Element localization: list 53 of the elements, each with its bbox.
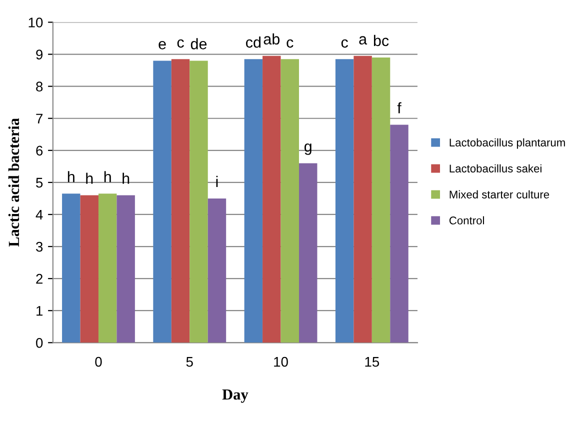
y-tick-label: 5 (36, 178, 43, 188)
bar (98, 194, 117, 343)
y-tick-label: 6 (36, 146, 43, 156)
bar (190, 60, 208, 343)
x-tick-label: 0 (95, 356, 102, 367)
bar (116, 195, 135, 343)
y-axis-title: Lactic acid bacteria (8, 118, 20, 247)
annotation: e (158, 40, 166, 50)
bar (372, 57, 390, 343)
bar (280, 59, 299, 343)
annotation: g (304, 144, 312, 155)
legend-label: Lactobacillus sakei (450, 164, 542, 172)
legend-label: Lactobacillus plantarum (450, 138, 565, 149)
annotation: f (397, 102, 402, 114)
y-tick-label: 1 (36, 306, 43, 316)
annotation: cd (246, 36, 261, 48)
bar (62, 194, 80, 343)
bar (171, 59, 190, 343)
legend-label: Mixed starter culture (450, 190, 550, 198)
annotation: h (86, 172, 93, 184)
annotation: h (104, 171, 111, 182)
annotation: c (177, 39, 184, 48)
annotation: h (68, 171, 74, 182)
y-tick-label: 0 (36, 338, 43, 348)
annotation: c (341, 39, 348, 48)
annotation: a (359, 36, 368, 45)
legend-label: Control (449, 216, 484, 224)
bar (262, 56, 281, 343)
y-tick-label: 9 (36, 50, 43, 60)
bar (354, 56, 372, 343)
y-tick-label: 4 (36, 210, 43, 220)
x-axis-title: Day (222, 389, 248, 403)
bar (153, 60, 172, 343)
bar (390, 124, 408, 343)
annotation: ab (264, 33, 280, 45)
bar (208, 198, 226, 343)
annotation: de (190, 38, 207, 50)
bar (335, 59, 354, 343)
x-tick-label: 10 (274, 356, 288, 367)
bar (80, 195, 98, 343)
y-tick-label: 7 (36, 114, 42, 124)
y-tick-label: 10 (28, 18, 43, 28)
x-tick-label: 15 (365, 357, 380, 367)
annotation: c (286, 39, 294, 48)
annotation: h (122, 172, 130, 184)
x-tick-label: 5 (186, 357, 193, 367)
y-tick-label: 8 (36, 82, 43, 92)
y-tick-label: 3 (36, 242, 43, 252)
annotation: bc (374, 34, 389, 46)
bar (299, 163, 318, 343)
y-tick-label: 2 (36, 274, 42, 284)
bar (244, 59, 263, 343)
annotation: i (216, 176, 218, 187)
